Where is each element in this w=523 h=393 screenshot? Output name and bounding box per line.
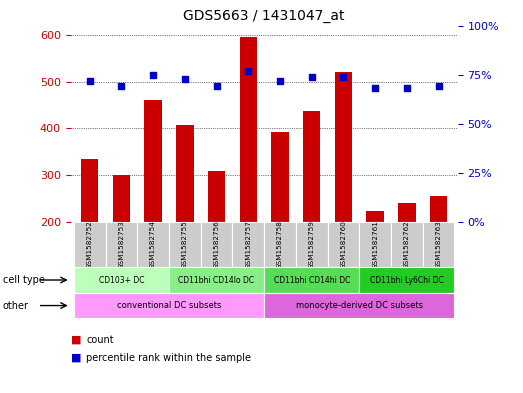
Bar bbox=[423, 222, 454, 267]
Point bbox=[371, 85, 379, 92]
Bar bbox=[137, 222, 169, 267]
Text: GSM1582752: GSM1582752 bbox=[87, 220, 93, 269]
Text: CD11bhi Ly6Chi DC: CD11bhi Ly6Chi DC bbox=[370, 275, 444, 285]
Bar bbox=[391, 222, 423, 267]
Point bbox=[308, 73, 316, 80]
Text: GSM1582761: GSM1582761 bbox=[372, 220, 378, 269]
Bar bbox=[232, 222, 264, 267]
Point bbox=[180, 75, 189, 82]
Bar bbox=[359, 222, 391, 267]
Bar bbox=[81, 159, 98, 222]
Text: cell type: cell type bbox=[3, 275, 44, 285]
Text: ■: ■ bbox=[71, 353, 81, 363]
Bar bbox=[240, 37, 257, 222]
Bar bbox=[112, 175, 130, 222]
Point bbox=[276, 77, 284, 84]
Bar bbox=[303, 111, 321, 222]
Bar bbox=[335, 72, 352, 222]
Bar bbox=[430, 196, 447, 222]
Text: GSM1582753: GSM1582753 bbox=[118, 220, 124, 269]
Text: CD11bhi CD14lo DC: CD11bhi CD14lo DC bbox=[178, 275, 255, 285]
Bar bbox=[367, 211, 384, 222]
Text: GSM1582763: GSM1582763 bbox=[436, 220, 441, 269]
Text: GSM1582757: GSM1582757 bbox=[245, 220, 251, 269]
Point bbox=[149, 72, 157, 78]
Bar bbox=[264, 267, 359, 293]
Text: GSM1582759: GSM1582759 bbox=[309, 220, 315, 269]
Point bbox=[117, 83, 126, 90]
Point bbox=[212, 83, 221, 90]
Bar bbox=[176, 125, 194, 222]
Text: percentile rank within the sample: percentile rank within the sample bbox=[86, 353, 251, 363]
Bar bbox=[74, 267, 169, 293]
Text: GSM1582754: GSM1582754 bbox=[150, 220, 156, 269]
Bar bbox=[271, 132, 289, 222]
Text: CD103+ DC: CD103+ DC bbox=[99, 275, 144, 285]
Bar bbox=[208, 171, 225, 222]
Bar bbox=[201, 222, 232, 267]
Bar bbox=[144, 100, 162, 222]
Text: GSM1582760: GSM1582760 bbox=[340, 220, 346, 269]
Bar bbox=[359, 267, 454, 293]
Bar bbox=[398, 203, 416, 222]
Bar bbox=[106, 222, 137, 267]
Point bbox=[435, 83, 443, 90]
Text: ■: ■ bbox=[71, 335, 81, 345]
Text: conventional DC subsets: conventional DC subsets bbox=[117, 301, 221, 310]
Bar bbox=[296, 222, 327, 267]
Point bbox=[244, 68, 253, 74]
Bar bbox=[264, 222, 296, 267]
Text: CD11bhi CD14hi DC: CD11bhi CD14hi DC bbox=[274, 275, 350, 285]
Bar bbox=[264, 293, 454, 318]
Text: monocyte-derived DC subsets: monocyte-derived DC subsets bbox=[296, 301, 423, 310]
Text: count: count bbox=[86, 335, 114, 345]
Text: other: other bbox=[3, 301, 29, 310]
Text: GSM1582758: GSM1582758 bbox=[277, 220, 283, 269]
Bar bbox=[74, 222, 106, 267]
Point bbox=[85, 77, 94, 84]
Bar bbox=[327, 222, 359, 267]
Text: GSM1582755: GSM1582755 bbox=[182, 220, 188, 269]
Text: GSM1582762: GSM1582762 bbox=[404, 220, 410, 269]
Title: GDS5663 / 1431047_at: GDS5663 / 1431047_at bbox=[184, 9, 345, 23]
Bar bbox=[169, 267, 264, 293]
Point bbox=[339, 73, 348, 80]
Bar bbox=[74, 293, 264, 318]
Bar bbox=[169, 222, 201, 267]
Text: GSM1582756: GSM1582756 bbox=[213, 220, 220, 269]
Point bbox=[403, 85, 411, 92]
